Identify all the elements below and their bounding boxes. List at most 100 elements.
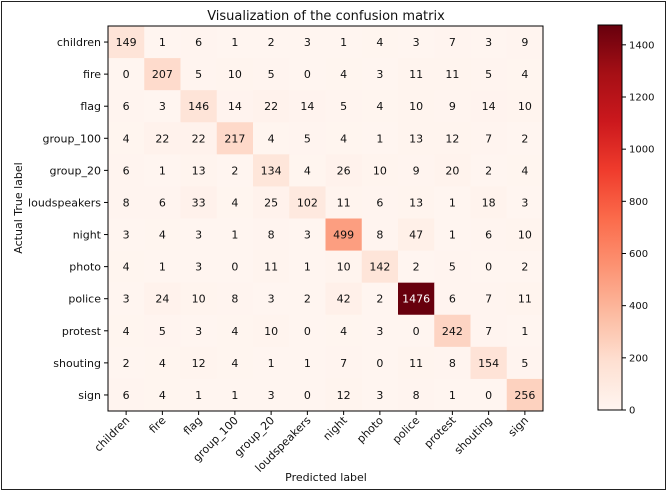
cell-value-label: 25 (264, 196, 278, 209)
heatmap-cell (253, 26, 290, 59)
cell-value-label: 42 (337, 293, 351, 306)
cell-value-label: 3 (521, 196, 528, 209)
heatmap-cell (325, 378, 363, 412)
cell-value-label: 8 (123, 196, 130, 209)
cell-value-label: 0 (123, 68, 130, 81)
heatmap-cell (434, 186, 471, 219)
heatmap-cell (398, 154, 435, 187)
cell-value-label: 6 (159, 196, 166, 209)
heatmap-cell (144, 218, 181, 252)
cell-value-label: 4 (159, 229, 166, 242)
heatmap-cell (361, 154, 399, 187)
x-tick-label: shouting (452, 414, 495, 457)
y-tick-labels: children fire flag group_100 group_20loudspe… (28, 36, 108, 402)
heatmap-cell (361, 346, 399, 380)
cell-value-label: 12 (445, 132, 459, 145)
heatmap-cell (506, 26, 544, 59)
cell-value-label: 8 (231, 293, 238, 306)
heatmap-cell (144, 282, 181, 316)
x-tick-labels: children fire flaggroup_100group_20loudspe… (92, 411, 531, 475)
cell-value-label: 7 (485, 132, 492, 145)
cell-value-label: 4 (159, 389, 166, 402)
cell-value-label: 13 (192, 164, 206, 177)
cell-value-label: 207 (152, 68, 173, 81)
cell-value-label: 0 (485, 261, 492, 274)
heatmap-cell (180, 90, 218, 123)
y-tick-label: police (68, 293, 101, 306)
heatmap-cell (216, 346, 254, 380)
y-tick-label: sign (78, 389, 101, 402)
heatmap-cell (506, 378, 544, 412)
cell-value-label: 10 (264, 325, 278, 338)
heatmap-cell (506, 90, 544, 123)
cell-value-label: 6 (123, 389, 130, 402)
plot-border (107, 25, 544, 412)
cell-value-label: 7 (340, 357, 347, 370)
heatmap-cell (253, 58, 290, 91)
cell-value-label: 11 (518, 293, 532, 306)
y-tick-label: fire (83, 68, 101, 81)
heatmap-cell (216, 122, 254, 155)
heatmap-cell (289, 58, 326, 91)
cell-value-label: 4 (123, 325, 130, 338)
cell-value-label: 4 (231, 357, 238, 370)
heatmap-cell (108, 90, 145, 123)
heatmap-cell (325, 186, 363, 219)
cell-value-label: 256 (514, 389, 535, 402)
cell-value-label: 12 (192, 357, 206, 370)
heatmap-cell (289, 282, 326, 316)
heatmap-cell (361, 26, 399, 59)
cell-value-label: 9 (449, 100, 456, 113)
cell-value-label: 2 (413, 261, 420, 274)
cell-value-label: 9 (521, 36, 528, 49)
heatmap-cell (108, 26, 145, 59)
heatmap-cell (506, 282, 544, 316)
heatmap-cell (180, 378, 218, 412)
heatmap-cell (216, 90, 254, 123)
cell-value-label: 1 (159, 164, 166, 177)
cell-value-label: 3 (195, 261, 202, 274)
y-tick-label: flag (80, 100, 101, 113)
heatmap-cell (361, 378, 399, 412)
heatmap-cell (144, 314, 181, 348)
cell-value-label: 1476 (402, 293, 430, 306)
heatmap-cell (216, 250, 254, 284)
cell-value-label: 33 (192, 196, 206, 209)
colorbar (597, 24, 623, 411)
colorbar-tick-label: 0 (629, 406, 635, 417)
cell-value-label: 12 (337, 389, 351, 402)
heatmap-cell (253, 90, 290, 123)
heatmap-cell (144, 154, 181, 187)
heatmap-cell (434, 90, 471, 123)
heatmap-cell (506, 122, 544, 155)
cell-value-label: 10 (409, 100, 423, 113)
heatmap-cell (325, 58, 363, 91)
heatmap-cell (470, 186, 508, 219)
heatmap-cell (470, 282, 508, 316)
cell-value-label: 22 (192, 132, 206, 145)
heatmap-cell (289, 314, 326, 348)
cell-value-label: 1 (159, 261, 166, 274)
cell-value-label: 22 (264, 100, 278, 113)
heatmap-cell (361, 314, 399, 348)
heatmap-cell (216, 26, 254, 59)
cell-value-label: 10 (228, 68, 242, 81)
heatmap-cell (506, 186, 544, 219)
heatmap-cell (108, 282, 145, 316)
heatmap-cell (289, 90, 326, 123)
x-axis-title: Predicted label (285, 471, 367, 484)
cell-value-label: 1 (449, 389, 456, 402)
heatmap-cell (144, 250, 181, 284)
cell-value-label: 7 (485, 293, 492, 306)
cell-value-label: 14 (228, 100, 242, 113)
cell-value-label: 242 (442, 325, 463, 338)
heatmap-cell (253, 282, 290, 316)
x-tick-label: flag (181, 414, 205, 438)
cell-value-label: 2 (485, 164, 492, 177)
heatmap-cell (434, 218, 471, 252)
heatmap-cell (470, 58, 508, 91)
heatmap-cell (398, 58, 435, 91)
cell-value-label: 2 (376, 293, 383, 306)
heatmap-cell (434, 154, 471, 187)
heatmap-cells: 149 1 6 1 2 3 1 4 3 7 3 90 207 5 10 5 0 4 3 11 11 5 46 3 146 14 22… (108, 26, 544, 412)
